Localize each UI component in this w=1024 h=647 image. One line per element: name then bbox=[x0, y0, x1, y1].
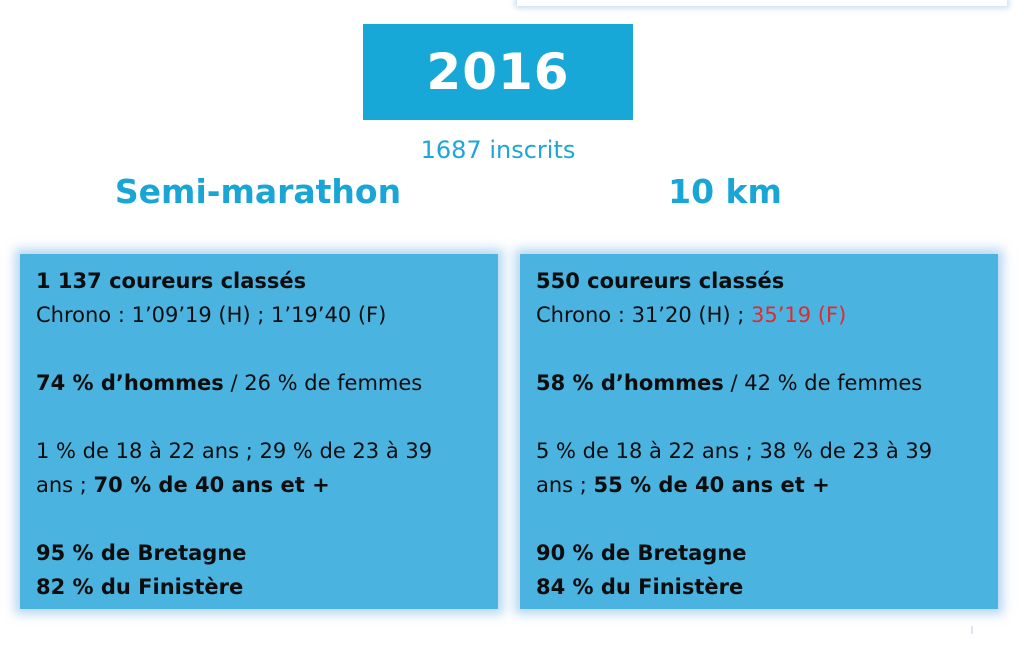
ten-km-ages-over-40: 55 % de 40 ans et + bbox=[593, 473, 830, 497]
ten-km-chrono-men: 31’20 (H) bbox=[631, 303, 731, 327]
semi-ages-over-40: 70 % de 40 ans et + bbox=[93, 473, 330, 497]
ten-km-men-share: 58 % d’hommes bbox=[536, 371, 724, 395]
semi-chrono: Chrono : 1’09’19 (H) ; 1’19’40 (F) bbox=[36, 298, 498, 332]
top-box-edge bbox=[517, 0, 1007, 6]
semi-marathon-panel: 1 137 coureurs classés Chrono : 1’09’19 … bbox=[20, 254, 498, 609]
ten-km-title: 10 km bbox=[668, 172, 782, 211]
ten-km-bretagne-share: 90 % de Bretagne bbox=[536, 541, 747, 565]
semi-finistere-share: 82 % du Finistère bbox=[36, 575, 244, 599]
semi-chrono-prefix: Chrono : bbox=[36, 303, 132, 327]
semi-men-share: 74 % d’hommes bbox=[36, 371, 224, 395]
ten-km-ages-line1: 5 % de 18 à 22 ans ; 38 % de 23 à 39 bbox=[536, 439, 933, 463]
ten-km-chrono: Chrono : 31’20 (H) ; 35’19 (F) bbox=[536, 298, 998, 332]
ten-km-chrono-prefix: Chrono : bbox=[536, 303, 632, 327]
ten-km-chrono-sep: ; bbox=[730, 303, 751, 327]
semi-chrono-women: 1’19’40 (F) bbox=[271, 303, 387, 327]
semi-ages-prefix: ans ; bbox=[36, 473, 94, 497]
corner-mark bbox=[971, 626, 973, 634]
semi-ranked-runners: 1 137 coureurs classés bbox=[36, 269, 307, 293]
semi-ages-line1: 1 % de 18 à 22 ans ; 29 % de 23 à 39 bbox=[36, 439, 433, 463]
ten-km-ranked-runners: 550 coureurs classés bbox=[536, 269, 785, 293]
ten-km-ages-line2: ans ; 55 % de 40 ans et + bbox=[536, 468, 998, 502]
year-label: 2016 bbox=[426, 43, 570, 101]
ten-km-chrono-women: 35’19 (F) bbox=[751, 303, 847, 327]
semi-chrono-sep: ; bbox=[250, 303, 272, 327]
ten-km-gender-split: 58 % d’hommes / 42 % de femmes bbox=[536, 366, 998, 400]
registrations-count: 1687 inscrits bbox=[420, 136, 576, 164]
year-banner: 2016 bbox=[363, 24, 633, 120]
semi-women-share: / 26 % de femmes bbox=[223, 371, 423, 395]
ten-km-panel: 550 coureurs classés Chrono : 31’20 (H) … bbox=[520, 254, 998, 609]
semi-bretagne-share: 95 % de Bretagne bbox=[36, 541, 247, 565]
ten-km-women-share: / 42 % de femmes bbox=[723, 371, 923, 395]
ten-km-ages-prefix: ans ; bbox=[536, 473, 594, 497]
semi-marathon-title: Semi-marathon bbox=[114, 172, 402, 211]
ten-km-finistere-share: 84 % du Finistère bbox=[536, 575, 744, 599]
semi-gender-split: 74 % d’hommes / 26 % de femmes bbox=[36, 366, 498, 400]
semi-chrono-men: 1’09’19 (H) bbox=[131, 303, 251, 327]
semi-ages-line2: ans ; 70 % de 40 ans et + bbox=[36, 468, 498, 502]
